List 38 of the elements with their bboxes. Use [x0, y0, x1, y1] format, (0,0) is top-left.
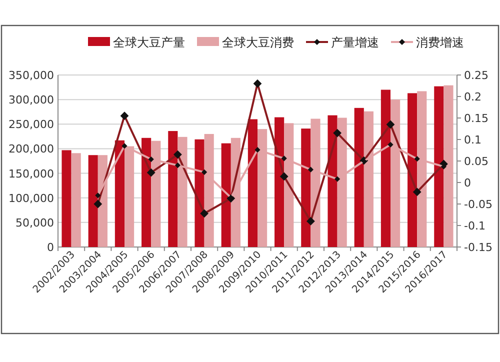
bar [62, 150, 72, 247]
bar [301, 128, 311, 247]
y2-tick-label: 0.15 [464, 112, 488, 125]
bar [328, 115, 338, 247]
bar [114, 140, 124, 247]
bar [444, 85, 454, 247]
bar [434, 86, 444, 247]
y-tick-label: 250,000 [8, 118, 54, 132]
bar [194, 139, 204, 247]
y-tick-label: 50,000 [16, 216, 54, 230]
bar [408, 93, 418, 247]
y-tick-label: 350,000 [8, 69, 54, 82]
y-tick-label: 150,000 [8, 167, 54, 180]
bar [88, 155, 98, 247]
y-tick-label: 200,000 [8, 142, 54, 156]
y-tick-label: 100,000 [8, 192, 54, 205]
bar [354, 108, 364, 247]
y2-tick-label: 0.2 [464, 90, 482, 104]
bar [221, 143, 231, 247]
legend-label: 全球大豆产量 [113, 36, 185, 50]
y2-tick-label: -0.05 [464, 198, 492, 211]
y2-tick-label: 0 [464, 176, 471, 190]
y2-tick-label: 0.05 [464, 155, 488, 168]
y2-tick-label: 0.1 [464, 134, 482, 146]
y-tick-label: 0 [47, 241, 54, 254]
bar [274, 117, 284, 247]
legend-label: 消费增速 [416, 36, 464, 50]
y2-tick-label: 0.25 [464, 69, 488, 82]
bar [168, 131, 178, 247]
legend-label: 全球大豆消费 [222, 36, 294, 50]
bar [380, 90, 390, 247]
y-tick-label: 300,000 [8, 94, 54, 107]
y2-tick-label: -0.15 [464, 241, 492, 254]
y2-tick-label: -0.1 [464, 220, 486, 232]
bar [71, 153, 81, 247]
bar [248, 119, 258, 247]
legend-label: 产量增速 [331, 36, 379, 50]
bar [142, 138, 152, 247]
